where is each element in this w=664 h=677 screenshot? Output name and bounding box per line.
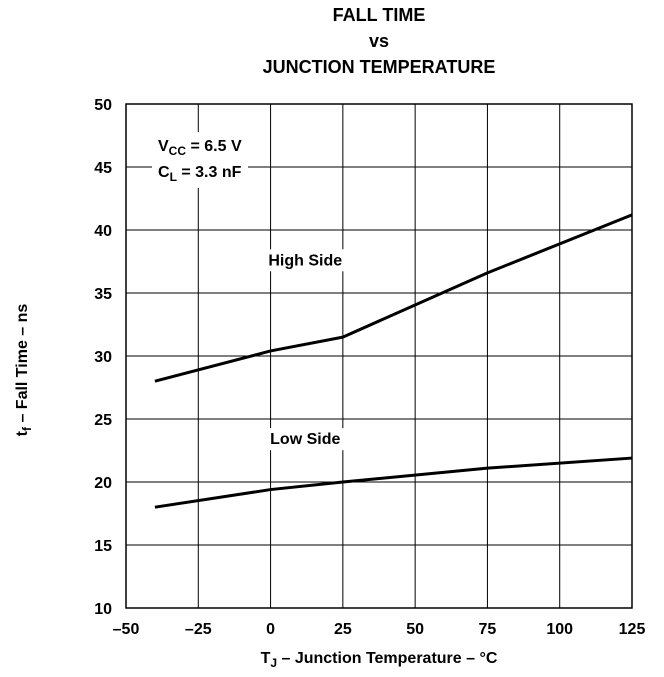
series-label-background (262, 428, 349, 451)
y-tick-label: 35 (94, 286, 112, 303)
tick-label-layer: –50 –25 0 25 50 75 100 125 10 15 20 25 30 35 40 45 50 (94, 97, 645, 638)
x-tick-label: 25 (334, 621, 352, 638)
y-tick-label: 25 (94, 412, 112, 429)
y-axis-label: tf – Fall Time – ns (14, 303, 34, 437)
y-tick-label: 40 (94, 223, 112, 240)
x-tick-label: 50 (406, 621, 424, 638)
x-axis-label: TJ – Junction Temperature – °C (260, 650, 498, 670)
x-tick-label: 125 (619, 621, 646, 638)
series-label-background (257, 249, 353, 272)
condition-vcc: VCC = 6.5 V (158, 138, 242, 158)
x-tick-label: –50 (113, 621, 140, 638)
y-tick-label: 50 (94, 97, 112, 114)
series-line-high-side (154, 213, 633, 383)
chart-title-line-2: vs (368, 31, 390, 51)
y-tick-label: 20 (94, 475, 112, 492)
y-tick-label: 10 (94, 601, 112, 618)
chart-title-line-1: FALL TIME (332, 5, 426, 25)
series-label: Low Side (270, 431, 340, 448)
y-tick-label: 45 (94, 160, 112, 177)
conditions-box: VCC = 6.5 V CL = 3.3 nF (152, 132, 248, 188)
plot-frame (125, 103, 633, 609)
series-label-layer: High Side Low Side (257, 249, 353, 451)
series-line-low-side (154, 456, 633, 509)
x-tick-label: 100 (546, 621, 573, 638)
chart-title-line-3: JUNCTION TEMPERATURE (262, 57, 496, 77)
x-tick-label: 0 (266, 621, 275, 638)
grid-layer (125, 103, 633, 609)
x-tick-label: 75 (479, 621, 497, 638)
y-tick-label: 30 (94, 349, 112, 366)
y-tick-label: 15 (94, 538, 112, 555)
series-layer (154, 213, 633, 509)
condition-cl: CL = 3.3 nF (158, 164, 242, 184)
series-label: High Side (268, 252, 342, 269)
x-tick-label: –25 (185, 621, 212, 638)
